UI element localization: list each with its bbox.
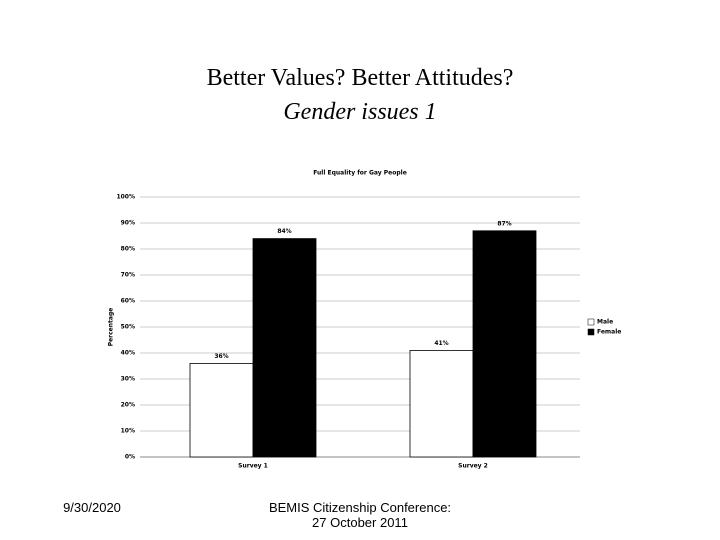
y-tick-label: 0% — [125, 454, 135, 461]
y-tick-label: 40% — [121, 350, 135, 357]
x-tick-label: Survey 1 — [238, 463, 268, 470]
legend-swatch — [587, 328, 595, 336]
footer-text: 27 October 2011 — [312, 515, 408, 530]
value-label: 36% — [214, 353, 228, 360]
value-label: 41% — [434, 340, 448, 347]
legend-label: Female — [597, 329, 621, 336]
y-tick-label: 80% — [121, 246, 135, 253]
bar — [472, 230, 537, 458]
slide-title: Better Values? Better Attitudes? — [207, 65, 514, 91]
bar — [409, 349, 474, 458]
bar — [252, 238, 317, 458]
footer-date: 9/30/2020 — [63, 500, 121, 515]
x-tick-label: Survey 2 — [458, 463, 488, 470]
y-axis-label: Percentage — [108, 308, 115, 347]
value-label: 84% — [277, 228, 291, 235]
y-tick-label: 20% — [121, 402, 135, 409]
y-tick-label: 60% — [121, 298, 135, 305]
legend-swatch — [587, 318, 595, 326]
y-tick-label: 100% — [116, 194, 135, 201]
chart-title: Full Equality for Gay People — [313, 170, 407, 177]
value-label: 87% — [497, 220, 511, 227]
footer-text: BEMIS Citizenship Conference: — [269, 500, 451, 515]
y-tick-label: 90% — [121, 220, 135, 227]
bar — [189, 362, 254, 458]
legend-label: Male — [597, 319, 613, 326]
y-tick-label: 50% — [121, 324, 135, 331]
y-tick-label: 10% — [121, 428, 135, 435]
y-tick-label: 70% — [121, 272, 135, 279]
slide-subtitle: Gender issues 1 — [283, 99, 436, 125]
y-tick-label: 30% — [121, 376, 135, 383]
